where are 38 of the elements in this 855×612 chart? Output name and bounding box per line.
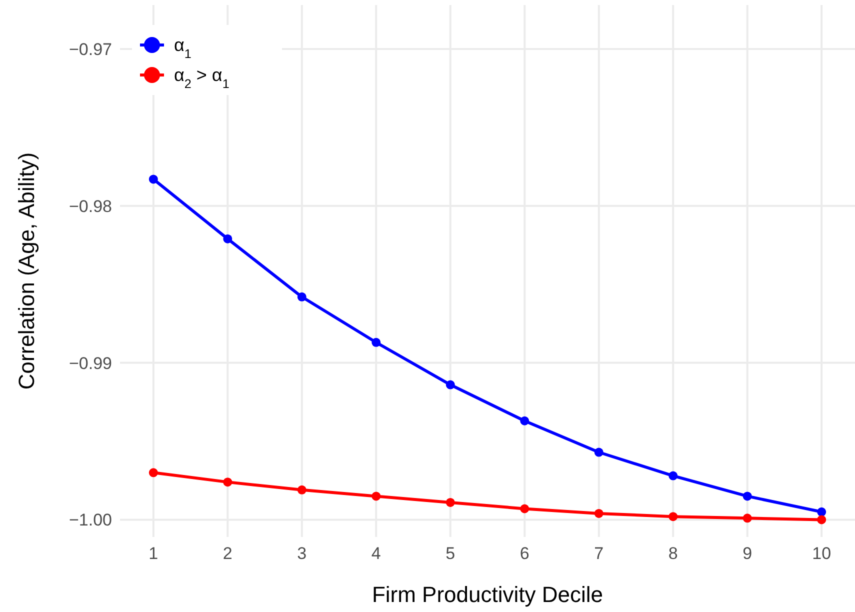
- x-tick-label: 4: [371, 544, 381, 563]
- x-tick-label: 10: [812, 544, 832, 563]
- point: [520, 416, 530, 426]
- x-axis-title: Firm Productivity Decile: [372, 582, 604, 607]
- point: [446, 380, 455, 390]
- x-tick-label: 1: [148, 544, 158, 563]
- point: [742, 514, 752, 523]
- y-axis-title: Correlation (Age, Ability): [14, 152, 39, 390]
- point: [148, 174, 158, 184]
- point: [297, 485, 306, 494]
- x-tick-label: 3: [297, 544, 307, 563]
- point: [817, 507, 826, 516]
- point: [668, 512, 678, 522]
- y-tick-label: −0.97: [68, 40, 112, 59]
- x-tick-label: 5: [446, 544, 456, 563]
- point: [223, 234, 232, 244]
- point: [223, 478, 232, 487]
- point: [668, 471, 678, 480]
- point: [372, 338, 381, 347]
- y-tick-label: −0.98: [68, 196, 112, 216]
- x-tick-label: 9: [742, 544, 752, 563]
- point: [817, 515, 826, 524]
- point: [520, 504, 530, 514]
- point: [742, 492, 752, 501]
- x-tick-label: 8: [668, 544, 678, 563]
- legend-label: α$_{2}$ > α$_{1}$: [174, 65, 230, 91]
- point: [148, 468, 158, 478]
- point: [594, 508, 604, 518]
- legend-label: α$_{1}$: [174, 35, 192, 61]
- y-tick-label: −1.00: [68, 510, 112, 530]
- x-tick-label: 7: [594, 544, 604, 563]
- point: [446, 498, 455, 507]
- y-tick-label: −0.99: [68, 354, 112, 373]
- point: [594, 448, 604, 457]
- x-tick-label: 2: [222, 544, 232, 563]
- x-tick-label: 6: [520, 544, 530, 563]
- point: [372, 492, 381, 501]
- point: [297, 292, 306, 302]
